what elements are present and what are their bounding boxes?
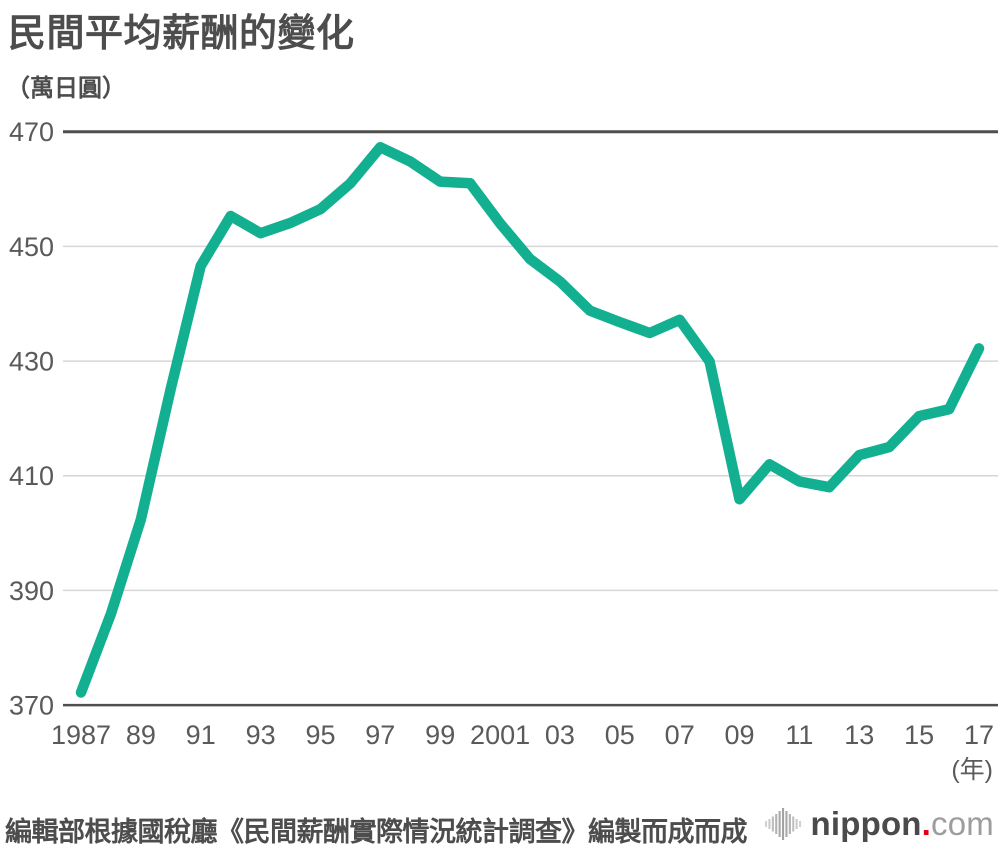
x-tick-label: 2001 <box>470 720 530 750</box>
y-tick-label: 470 <box>9 117 54 147</box>
x-tick-label: 09 <box>724 720 754 750</box>
logo-tld: com <box>931 805 994 842</box>
logo-name: nippon <box>810 805 922 842</box>
x-tick-label: 91 <box>186 720 216 750</box>
x-tick-label: 15 <box>904 720 934 750</box>
x-tick-label: 95 <box>305 720 335 750</box>
y-axis-unit-label: （萬日圓） <box>6 75 126 102</box>
nippon-logo: nippon.com <box>764 804 995 844</box>
x-tick-label: 13 <box>844 720 874 750</box>
x-tick-label: 07 <box>665 720 695 750</box>
x-tick-label: 89 <box>126 720 156 750</box>
page-title: 民間平均薪酬的變化 <box>8 13 355 55</box>
source-note: 編輯部根據國稅廳《民間薪酬實際情況統計調查》編製而成而成 <box>5 817 748 847</box>
soundwave-bars-icon <box>764 808 801 840</box>
logo-wordmark: nippon.com <box>811 805 995 843</box>
y-tick-label: 410 <box>9 461 54 491</box>
x-axis-unit-label: (年) <box>951 756 993 784</box>
x-tick-label: 1987 <box>51 720 111 750</box>
x-tick-label: 99 <box>425 720 455 750</box>
y-tick-label: 430 <box>9 347 54 377</box>
x-tick-label: 93 <box>246 720 276 750</box>
logo-dot: . <box>921 805 932 842</box>
y-tick-label: 390 <box>9 576 54 606</box>
x-tick-label: 11 <box>785 720 813 750</box>
x-tick-label: 03 <box>545 720 575 750</box>
x-tick-label: 17 <box>964 720 994 750</box>
y-tick-label: 450 <box>9 232 54 262</box>
x-tick-label: 05 <box>605 720 635 750</box>
salary-trend-line <box>75 141 985 698</box>
x-tick-label: 97 <box>365 720 395 750</box>
y-tick-label: 370 <box>9 691 54 721</box>
